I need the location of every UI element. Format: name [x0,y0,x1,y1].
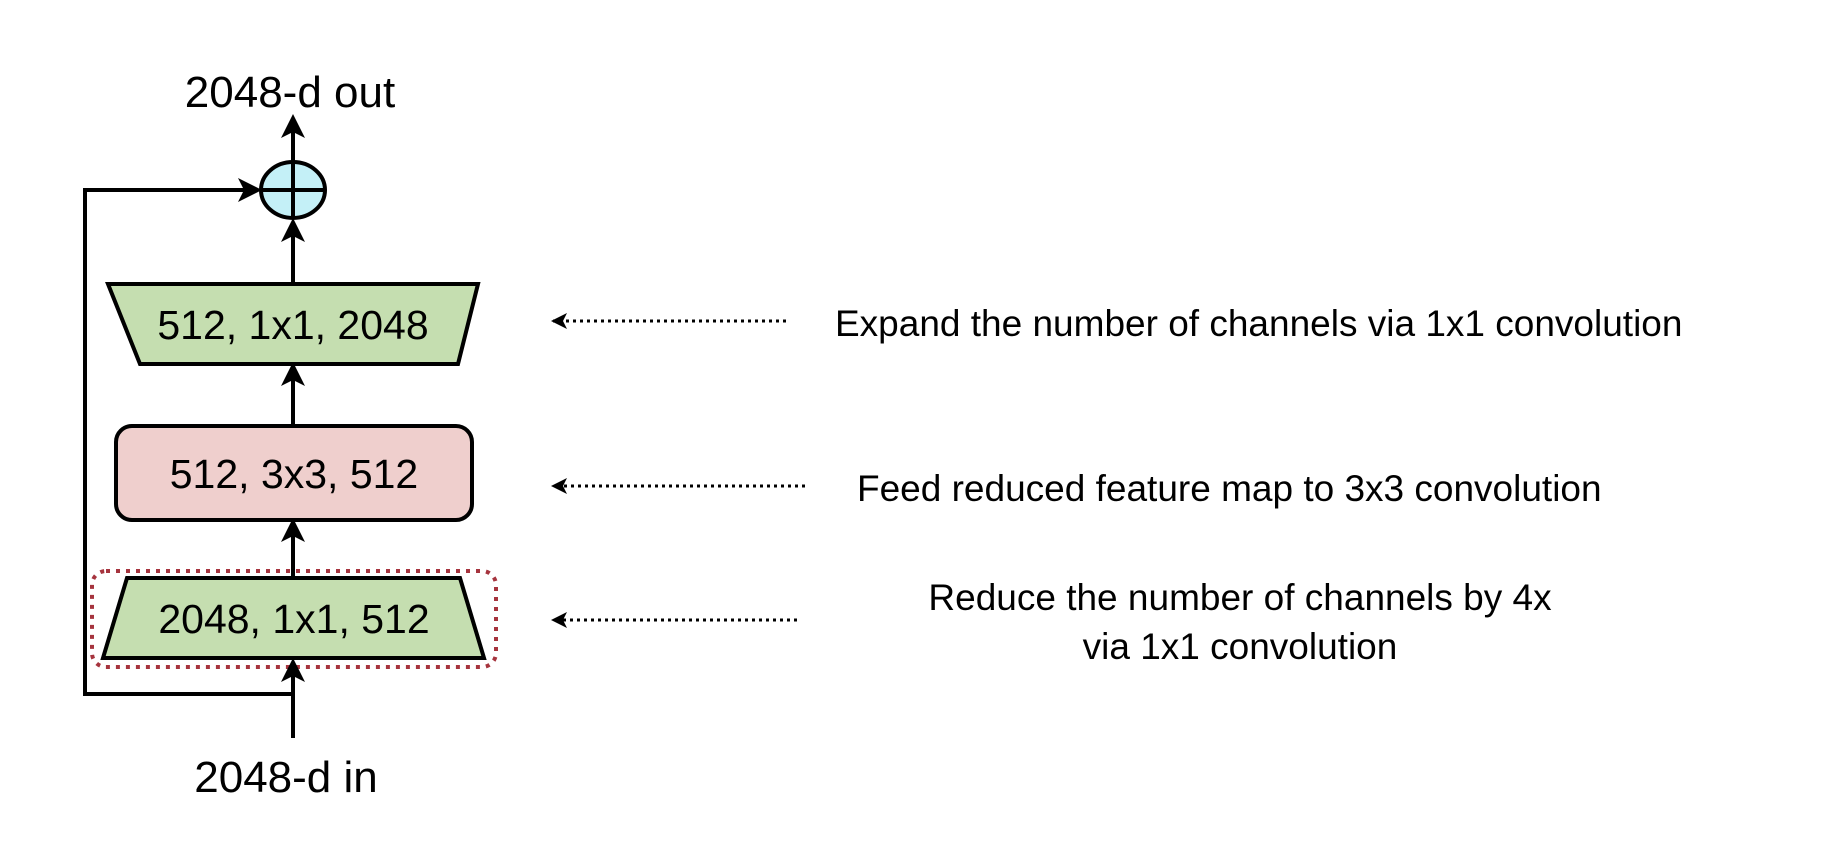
expand-block: 512, 1x1, 2048 [105,282,481,366]
annotation-conv3x3: Feed reduced feature map to 3x3 convolut… [857,468,1602,509]
reduce-highlight-box [90,569,498,669]
conv3x3-block-label: 512, 3x3, 512 [170,451,418,497]
reduce-block-label: 2048, 1x1, 512 [158,596,429,642]
skip-connection [83,178,293,696]
annotation-expand: Expand the number of channels via 1x1 co… [835,303,1682,344]
expand-block-shape [105,282,481,366]
output-label: 2048-d out [185,68,395,117]
sum-node [259,160,327,220]
annotation-reduce-line1: Reduce the number of channels by 4x [928,577,1552,618]
input-label: 2048-d in [194,753,377,802]
annotation-reduce-line2: via 1x1 convolution [1083,626,1398,667]
expand-block-label: 512, 1x1, 2048 [157,302,428,348]
conv3x3-block: 512, 3x3, 512 [114,424,474,522]
reduce-block: 2048, 1x1, 512 [100,576,487,660]
reduce-block-shape [100,576,487,660]
